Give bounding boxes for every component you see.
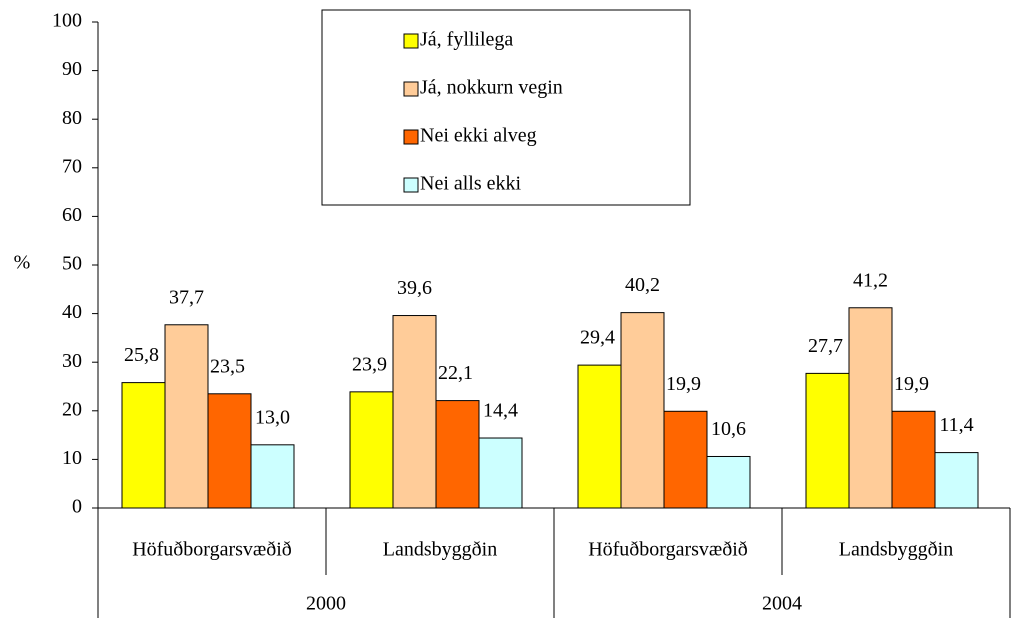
value-label: 25,8 <box>124 344 159 366</box>
bar <box>577 364 622 509</box>
legend-swatch <box>403 33 419 49</box>
bar <box>848 307 893 509</box>
value-label: 11,4 <box>939 414 973 436</box>
x-tick-label: Höfuðborgarsvæðið <box>132 539 292 561</box>
legend-swatch <box>403 81 419 97</box>
y-tick-label: 90 <box>62 58 82 80</box>
value-label: 39,6 <box>397 277 432 299</box>
x-tick-label: Höfuðborgarsvæðið <box>588 539 748 561</box>
group-label: 2004 <box>762 593 802 615</box>
y-tick-label: 100 <box>52 10 82 32</box>
value-label: 10,6 <box>711 418 746 440</box>
y-tick-label: 10 <box>62 447 82 469</box>
bar <box>805 372 850 509</box>
value-label: 19,9 <box>894 373 929 395</box>
y-tick-label: 0 <box>72 496 82 518</box>
value-label: 13,0 <box>255 406 290 428</box>
y-tick-label: 40 <box>62 301 82 323</box>
legend <box>321 9 691 206</box>
x-tick-label: Landsbyggðin <box>839 539 953 561</box>
bar <box>891 410 936 509</box>
y-tick-label: 30 <box>62 350 82 372</box>
y-tick-label: 50 <box>62 253 82 275</box>
value-label: 22,1 <box>438 362 473 384</box>
value-label: 29,4 <box>580 327 615 349</box>
bar <box>478 437 523 509</box>
legend-swatch <box>403 177 419 193</box>
legend-label: Nei ekki alveg <box>420 125 537 147</box>
y-tick-label: 20 <box>62 398 82 420</box>
value-label: 23,9 <box>352 353 387 375</box>
legend-label: Nei alls ekki <box>420 173 522 195</box>
y-tick-label: 80 <box>62 107 82 129</box>
value-label: 23,5 <box>210 355 245 377</box>
legend-swatch <box>403 129 419 145</box>
value-label: 41,2 <box>853 269 888 291</box>
bar <box>207 393 252 509</box>
y-tick-label: 60 <box>62 204 82 226</box>
y-axis-label: % <box>14 252 31 274</box>
legend-label: Já, nokkurn vegin <box>420 77 563 99</box>
bar <box>349 391 394 509</box>
bar <box>435 400 480 509</box>
bar <box>164 324 209 509</box>
x-tick-label: Landsbyggðin <box>383 539 497 561</box>
bar <box>121 382 166 509</box>
y-tick-label: 70 <box>62 155 82 177</box>
bar <box>706 455 751 509</box>
value-label: 14,4 <box>483 400 518 422</box>
bar <box>663 410 708 509</box>
bar <box>392 315 437 509</box>
bar <box>620 312 665 509</box>
group-label: 2000 <box>306 593 346 615</box>
legend-label: Já, fyllilega <box>420 29 513 51</box>
value-label: 37,7 <box>169 286 204 308</box>
value-label: 19,9 <box>666 373 701 395</box>
bar <box>250 444 295 509</box>
value-label: 40,2 <box>625 274 660 296</box>
value-label: 27,7 <box>808 335 843 357</box>
bar <box>934 452 979 509</box>
